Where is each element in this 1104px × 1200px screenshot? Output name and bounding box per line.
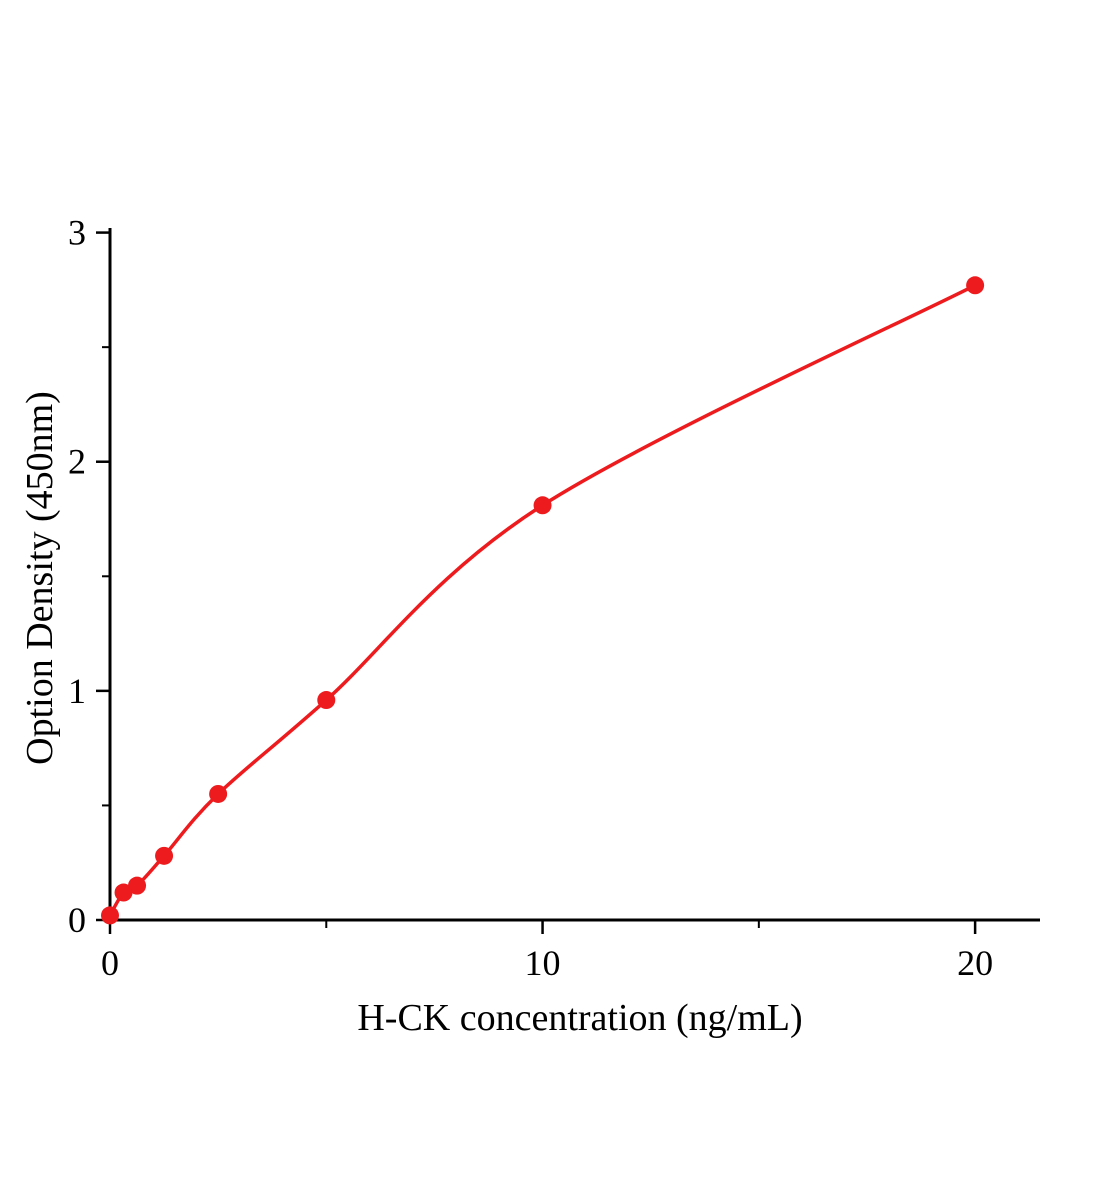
plot-layer: 0 10 20 0 1 2 3 <box>68 213 1040 983</box>
data-point-marker <box>317 691 336 710</box>
y-tick-label: 0 <box>68 900 86 940</box>
x-tick-label: 10 <box>525 943 561 983</box>
x-tick-label: 0 <box>101 943 119 983</box>
fit-curve-path <box>108 283 977 918</box>
data-point-marker <box>966 276 985 295</box>
y-tick-label: 3 <box>68 213 86 253</box>
x-tick-label: 20 <box>957 943 993 983</box>
y-tick-label: 2 <box>68 442 86 482</box>
data-point-marker <box>128 876 147 895</box>
y-axis-title: Option Density (450nm) <box>19 391 61 765</box>
data-point-marker <box>114 883 133 902</box>
data-point-marker <box>533 496 552 515</box>
data-point-marker <box>155 846 174 865</box>
x-axis-title: H-CK concentration (ng/mL) <box>357 997 802 1039</box>
y-tick-label: 1 <box>68 671 86 711</box>
data-point-marker <box>209 784 228 803</box>
data-point-marker <box>101 906 119 925</box>
